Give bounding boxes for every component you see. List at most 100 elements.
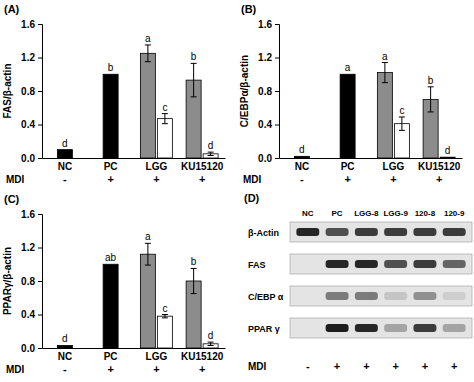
significance-letter: b — [428, 75, 434, 86]
x-tick: NC — [58, 348, 72, 362]
blot-panel: (D)NCPCLGG-8LGG-9120-8120-9β-ActinFASC/E… — [244, 192, 472, 372]
error-cap — [162, 314, 168, 315]
bar — [103, 74, 118, 158]
y-tick-label: 1.2 — [258, 52, 272, 63]
row-value: + — [199, 363, 205, 375]
lane-label: 120-8 — [415, 209, 436, 218]
blot-strip — [290, 318, 472, 338]
error-cap — [145, 243, 151, 244]
y-tick-label: 1.6 — [21, 209, 35, 220]
blot-strip — [290, 286, 472, 306]
y-tick: 1.6 — [258, 19, 279, 30]
row-value: - — [306, 360, 310, 372]
y-tick-label: 0.4 — [258, 119, 272, 130]
plot-area — [57, 243, 218, 348]
significance-letter: b — [191, 256, 197, 267]
band — [443, 324, 466, 332]
x-tick-label: LGG — [146, 351, 168, 362]
error-stem — [401, 117, 402, 130]
error-cap — [208, 342, 214, 343]
x-tick-label: PC — [104, 351, 118, 362]
error-bar — [145, 45, 151, 62]
panel: (C)0.00.40.81.21.6NCPCLGGKU15120PPARγ/β-… — [2, 193, 226, 375]
y-tick-label: 1.6 — [21, 19, 35, 30]
row-value: + — [344, 173, 350, 185]
band — [413, 324, 436, 332]
lane-label: PC — [332, 209, 343, 218]
y-tick-label: 1.2 — [21, 242, 35, 253]
bar — [377, 73, 392, 158]
band — [355, 228, 378, 236]
error-stem — [210, 342, 211, 345]
lane-label: LGG-8 — [354, 209, 379, 218]
band — [355, 292, 378, 300]
letters: daacbd — [299, 51, 450, 157]
y-tick: 1.2 — [21, 242, 42, 253]
panel: (B)0.00.40.81.21.6NCPCLGGKU15120C/EBPα/β… — [239, 3, 463, 185]
plot-area — [294, 63, 455, 158]
y-tick-label: 1.6 — [258, 19, 272, 30]
y-tick-mark — [38, 158, 42, 159]
significance-letter: ab — [105, 252, 117, 263]
row-value: + — [107, 173, 113, 185]
y-axis: 0.0 0.4 0.8 1.2 1.6 — [258, 19, 279, 164]
row-value: + — [390, 173, 396, 185]
row-label: MDI — [6, 364, 25, 375]
y-tick-label: 0.0 — [258, 153, 272, 164]
x-tick-label: KU15120 — [418, 161, 461, 172]
error-bar — [162, 315, 168, 318]
y-tick: 1.6 — [21, 19, 42, 30]
y-tick: 0.0 — [21, 153, 42, 164]
blot-strip — [290, 222, 472, 242]
y-axis-line — [275, 25, 280, 159]
x-axis-line — [280, 158, 463, 159]
error-cap — [399, 130, 405, 131]
y-tick: 1.6 — [21, 209, 42, 220]
row-value: + — [451, 360, 457, 372]
error-cap — [191, 63, 197, 64]
y-tick-mark — [38, 348, 42, 349]
y-tick: 0.8 — [21, 86, 42, 97]
significance-letter: b — [108, 62, 114, 73]
x-tick-label: PC — [341, 161, 355, 172]
band — [384, 260, 407, 268]
error-stem — [210, 152, 211, 155]
significance-letter: b — [191, 51, 197, 62]
significance-letter: d — [208, 330, 214, 341]
y-tick: 0.8 — [258, 86, 279, 97]
error-cap — [208, 345, 214, 346]
y-tick-label: 0.0 — [21, 343, 35, 354]
band — [355, 324, 378, 332]
y-tick: 0.4 — [21, 119, 42, 130]
x-tick: NC — [295, 158, 309, 172]
letters: dbacbd — [62, 33, 213, 151]
letters: dabacbd — [62, 231, 213, 344]
lane-label: NC — [302, 209, 314, 218]
blot-strip — [290, 254, 472, 274]
y-tick-label: 1.2 — [21, 52, 35, 63]
band — [443, 228, 466, 236]
x-tick-label: LGG — [383, 161, 405, 172]
significance-letter: a — [145, 33, 151, 44]
panel-title: (A) — [4, 3, 20, 15]
row-label: PPAR γ — [248, 324, 280, 334]
y-axis-line — [38, 215, 43, 349]
error-stem — [147, 243, 148, 265]
error-stem — [164, 315, 165, 318]
x-tick: LGG — [146, 158, 168, 172]
row-value: - — [300, 173, 304, 185]
y-axis-title: C/EBPα/β-actin — [239, 55, 250, 127]
x-tick-label: NC — [58, 351, 72, 362]
band — [413, 260, 436, 268]
band — [384, 228, 407, 236]
error-cap — [382, 82, 388, 83]
row-label: β-Actin — [248, 228, 279, 238]
error-cap — [191, 268, 197, 269]
y-tick: 1.2 — [21, 52, 42, 63]
x-tick-label: NC — [58, 161, 72, 172]
y-tick-mark — [38, 24, 42, 25]
error-stem — [193, 63, 194, 97]
significance-letter: c — [162, 303, 167, 314]
band — [326, 260, 349, 268]
y-axis: 0.00.40.81.21.6 — [21, 209, 42, 354]
